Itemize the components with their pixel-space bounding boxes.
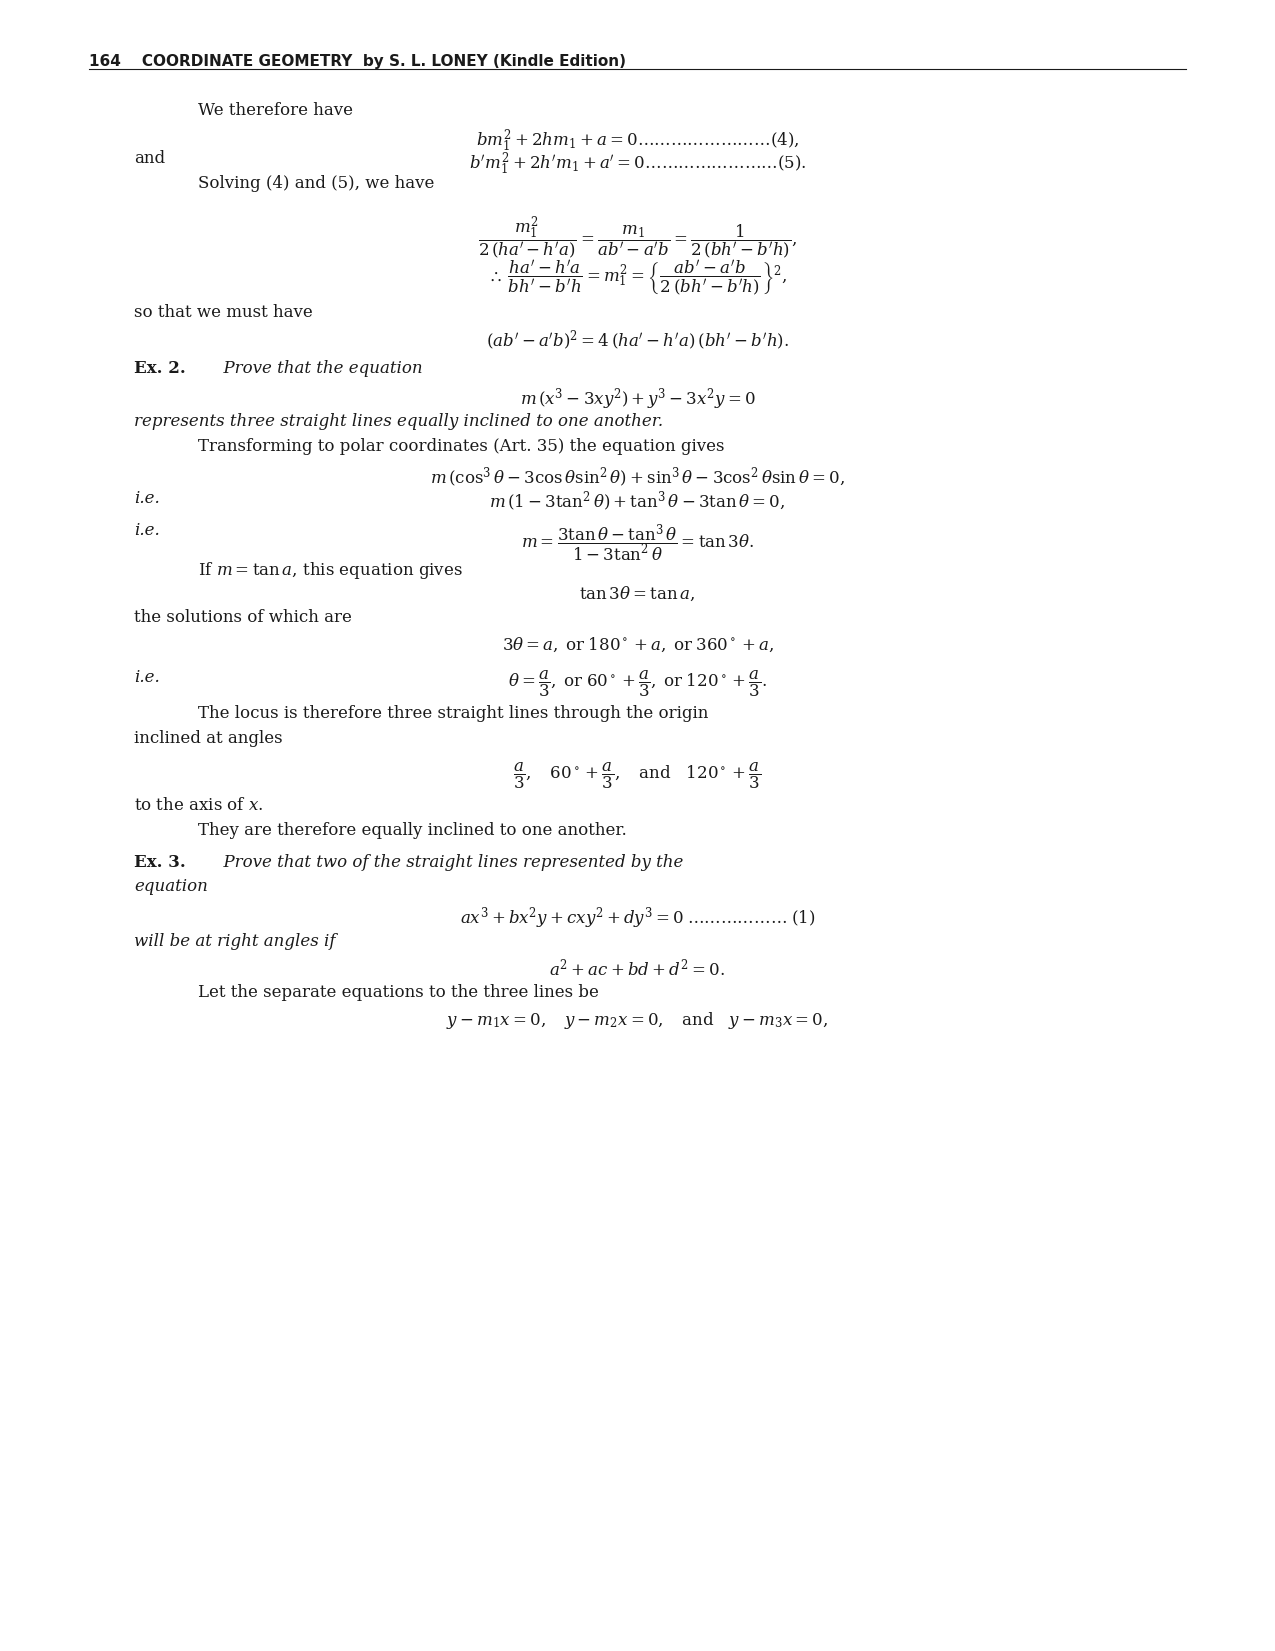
Text: i.e.: i.e.	[134, 522, 159, 538]
Text: Solving (4) and (5), we have: Solving (4) and (5), we have	[198, 175, 434, 192]
Text: $\dfrac{m_1^2}{2\,(ha'-h'a)}=\dfrac{m_1}{ab'-a'b}=\dfrac{1}{2\,(bh'-b'h)},$: $\dfrac{m_1^2}{2\,(ha'-h'a)}=\dfrac{m_1}…	[478, 215, 797, 263]
Text: They are therefore equally inclined to one another.: They are therefore equally inclined to o…	[198, 822, 626, 839]
Text: $m\,(1-3\tan^2\theta)+\tan^3\theta-3\tan\theta=0,$: $m\,(1-3\tan^2\theta)+\tan^3\theta-3\tan…	[490, 490, 785, 515]
Text: i.e.: i.e.	[134, 669, 159, 685]
Text: and: and	[134, 150, 164, 167]
Text: $m\,(x^3-3xy^2)+y^3-3x^2y=0$: $m\,(x^3-3xy^2)+y^3-3x^2y=0$	[520, 386, 755, 413]
Text: $a^2+ac+bd+d^2=0.$: $a^2+ac+bd+d^2=0.$	[550, 958, 725, 979]
Text: equation: equation	[134, 878, 208, 895]
Text: If $m=\tan a$, this equation gives: If $m=\tan a$, this equation gives	[198, 560, 463, 581]
Text: $m=\dfrac{3\tan\theta-\tan^3\theta}{1-3\tan^2\theta}=\tan 3\theta.$: $m=\dfrac{3\tan\theta-\tan^3\theta}{1-3\…	[521, 522, 754, 563]
Text: $b'm_1^2+2h'm_1+a'=0\ldots\ldots\ldots\ldots\ldots\ldots\ldots\ldots(5).$: $b'm_1^2+2h'm_1+a'=0\ldots\ldots\ldots\l…	[469, 150, 806, 177]
Text: $\theta=\dfrac{a}{3},\;\text{or}\;60^\circ+\dfrac{a}{3},\;\text{or}\;120^\circ+\: $\theta=\dfrac{a}{3},\;\text{or}\;60^\ci…	[507, 669, 768, 698]
Text: inclined at angles: inclined at angles	[134, 730, 283, 746]
Text: Let the separate equations to the three lines be: Let the separate equations to the three …	[198, 984, 598, 1001]
Text: so that we must have: so that we must have	[134, 304, 312, 320]
Text: $3\theta=a,\;\text{or}\;180^\circ+a,\;\text{or}\;360^\circ+a,$: $3\theta=a,\;\text{or}\;180^\circ+a,\;\t…	[501, 636, 774, 654]
Text: i.e.: i.e.	[134, 490, 159, 507]
Text: $ax^3+bx^2y+cxy^2+dy^3=0\;\ldots\ldots\ldots\ldots\ldots\ldots\;(1)$: $ax^3+bx^2y+cxy^2+dy^3=0\;\ldots\ldots\l…	[460, 905, 815, 931]
Text: $(ab'-a'b)^2=4\,(ha'-h'a)\,(bh'-b'h).$: $(ab'-a'b)^2=4\,(ha'-h'a)\,(bh'-b'h).$	[486, 329, 789, 353]
Text: $\dfrac{a}{3},\quad 60^\circ+\dfrac{a}{3},\quad\text{and}\quad 120^\circ+\dfrac{: $\dfrac{a}{3},\quad 60^\circ+\dfrac{a}{3…	[514, 761, 761, 791]
Text: Transforming to polar coordinates (Art. 35) the equation gives: Transforming to polar coordinates (Art. …	[198, 438, 724, 454]
Text: We therefore have: We therefore have	[198, 102, 353, 119]
Text: represents three straight lines equally inclined to one another.: represents three straight lines equally …	[134, 413, 663, 429]
Text: Ex. 3.: Ex. 3.	[134, 854, 186, 870]
Text: $m\,(\cos^3\theta-3\cos\theta\sin^2\theta)+\sin^3\theta-3\cos^2\theta\sin\theta=: $m\,(\cos^3\theta-3\cos\theta\sin^2\thet…	[430, 466, 845, 490]
Text: Prove that two of the straight lines represented by the: Prove that two of the straight lines rep…	[213, 854, 683, 870]
Text: $bm_1^2+2hm_1+a=0\ldots\ldots\ldots\ldots\ldots\ldots\ldots\ldots(4),$: $bm_1^2+2hm_1+a=0\ldots\ldots\ldots\ldot…	[476, 127, 799, 154]
Text: Prove that the equation: Prove that the equation	[213, 360, 422, 376]
Text: $\tan 3\theta=\tan a,$: $\tan 3\theta=\tan a,$	[579, 584, 696, 603]
Text: $\therefore\;\dfrac{ha'-h'a}{bh'-b'h}=m_1^2=\left\{\dfrac{ab'-a'b}{2\,(bh'-b'h)}: $\therefore\;\dfrac{ha'-h'a}{bh'-b'h}=m_…	[487, 259, 788, 299]
Text: $y-m_1x=0,\quad y-m_2x=0,\quad\text{and}\quad y-m_3x=0,$: $y-m_1x=0,\quad y-m_2x=0,\quad\text{and}…	[446, 1010, 829, 1032]
Text: to the axis of $x$.: to the axis of $x$.	[134, 797, 264, 814]
Text: The locus is therefore three straight lines through the origin: The locus is therefore three straight li…	[198, 705, 708, 721]
Text: 164    COORDINATE GEOMETRY  by S. L. LONEY (Kindle Edition): 164 COORDINATE GEOMETRY by S. L. LONEY (…	[89, 54, 626, 69]
Text: the solutions of which are: the solutions of which are	[134, 609, 352, 626]
Text: will be at right angles if: will be at right angles if	[134, 933, 335, 949]
Text: Ex. 2.: Ex. 2.	[134, 360, 186, 376]
